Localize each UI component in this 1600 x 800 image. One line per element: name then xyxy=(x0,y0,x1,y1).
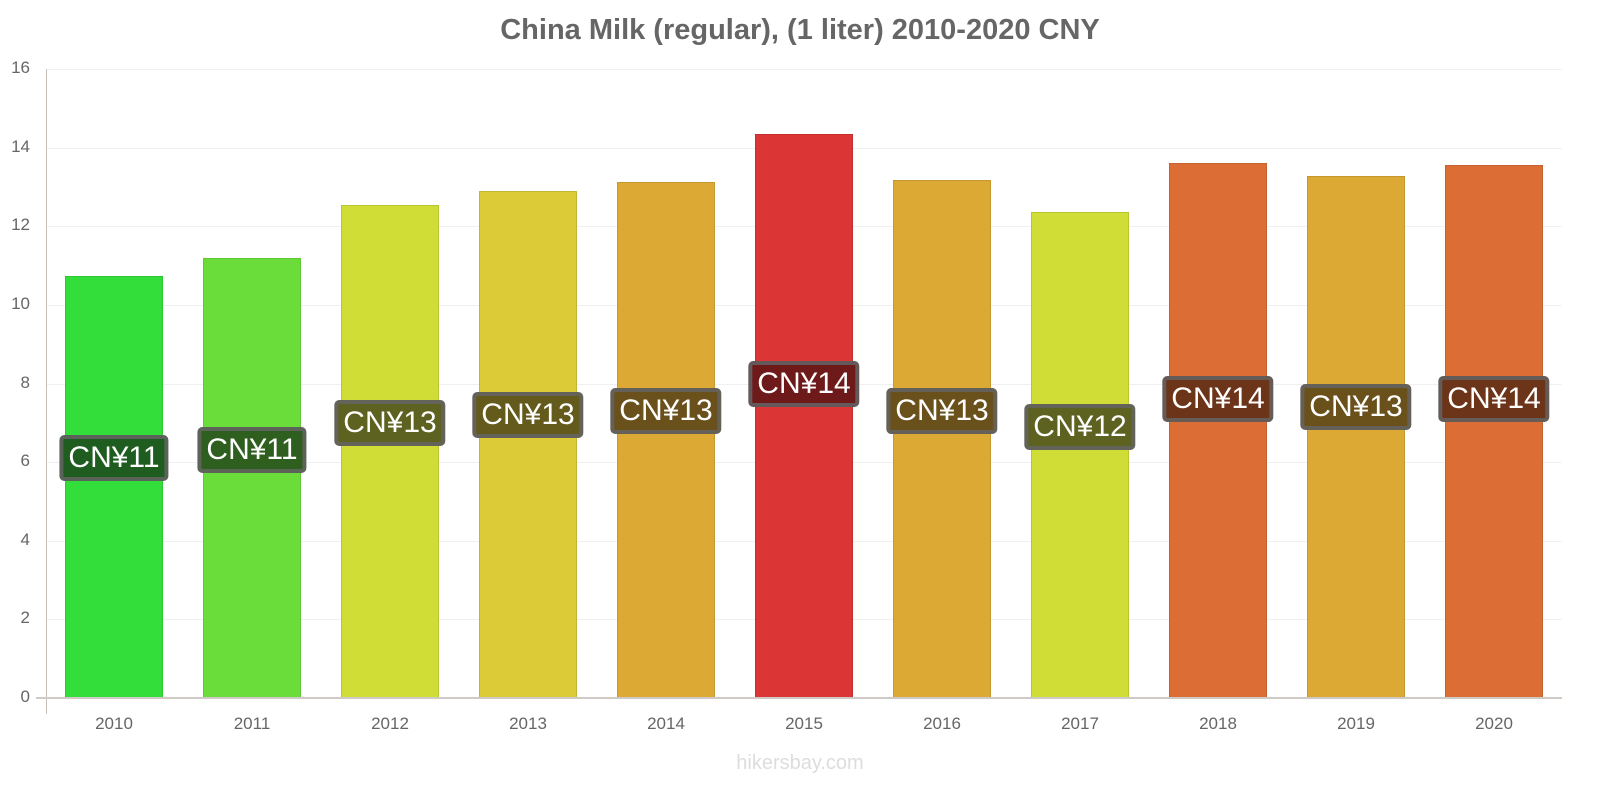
chart-title: China Milk (regular), (1 liter) 2010-202… xyxy=(500,14,1100,46)
y-axis-line xyxy=(46,69,47,714)
x-tick-label: 2020 xyxy=(1475,714,1513,733)
watermark: hikersbay.com xyxy=(736,752,864,774)
bar-2013[interactable] xyxy=(479,190,577,698)
y-tick-label: 2 xyxy=(20,608,30,628)
bar-2015[interactable] xyxy=(755,133,853,698)
bar-2011[interactable] xyxy=(203,258,301,698)
y-tick-label: 12 xyxy=(11,215,30,235)
x-tick-label: 2017 xyxy=(1061,714,1099,733)
data-label: CN¥13 xyxy=(334,399,446,446)
x-tick-label: 2011 xyxy=(233,714,271,733)
x-tick-label: 2012 xyxy=(371,714,409,733)
data-label: CN¥12 xyxy=(1024,403,1136,450)
bar-2018[interactable] xyxy=(1169,162,1267,698)
bar-2014[interactable] xyxy=(617,181,715,698)
bar-2012[interactable] xyxy=(341,205,439,698)
gridline xyxy=(46,69,1562,70)
data-label: CN¥13 xyxy=(610,388,722,435)
y-tick-label: 16 xyxy=(11,58,30,77)
x-tick-label: 2013 xyxy=(509,714,547,733)
x-tick-label: 2015 xyxy=(785,714,823,733)
data-label: CN¥13 xyxy=(886,388,998,435)
data-label: CN¥14 xyxy=(1162,376,1274,423)
y-tick-label: 4 xyxy=(20,529,30,549)
x-tick-label: 2016 xyxy=(923,714,961,733)
x-tick-label: 2014 xyxy=(647,714,685,733)
x-tick-label: 2018 xyxy=(1199,714,1237,733)
data-label: CN¥13 xyxy=(472,391,584,438)
data-label: CN¥11 xyxy=(197,427,307,474)
y-tick-label: 6 xyxy=(20,451,30,471)
bar-2020[interactable] xyxy=(1445,164,1543,698)
y-tick-label: 10 xyxy=(11,293,30,313)
data-label: CN¥11 xyxy=(59,435,169,482)
data-label: CN¥14 xyxy=(748,360,860,407)
x-axis-line xyxy=(36,697,1562,699)
bar-2010[interactable] xyxy=(65,276,163,698)
x-tick-label: 2019 xyxy=(1337,714,1375,733)
bar-2016[interactable] xyxy=(893,179,991,698)
bar-2017[interactable] xyxy=(1031,211,1129,698)
data-label: CN¥14 xyxy=(1438,376,1550,423)
y-tick-label: 0 xyxy=(20,687,30,706)
x-tick-label: 2010 xyxy=(95,714,133,733)
bar-2019[interactable] xyxy=(1307,175,1405,698)
y-tick-label: 8 xyxy=(20,372,30,392)
plot-area: CN¥11 CN¥11 CN¥13 CN¥13 CN¥13 CN¥14 CN¥13 CN¥12… xyxy=(46,69,1562,698)
data-label: CN¥13 xyxy=(1300,384,1412,431)
y-tick-label: 14 xyxy=(11,136,30,156)
